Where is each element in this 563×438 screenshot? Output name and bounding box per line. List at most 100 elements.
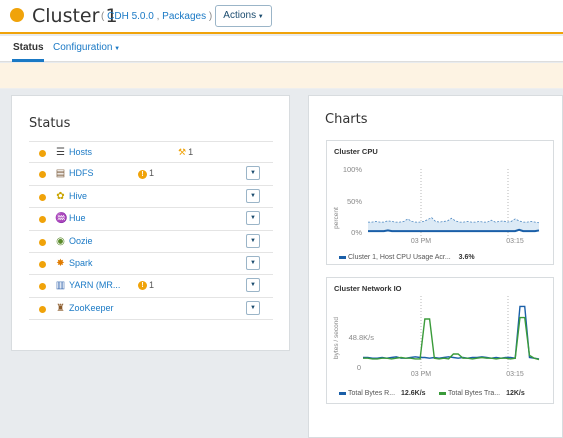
cpu-legend-item[interactable]: Cluster 1, Host CPU Usage Acr... 3.6% [339,254,475,261]
net-chart-title: Cluster Network IO [334,284,402,293]
hue-icon: ♒ [55,213,68,225]
cpu-legend-label: Cluster 1, Host CPU Usage Acr... [348,254,451,261]
cluster-header: Cluster 1 ( CDH 5.0.0 , Packages ) Actio… [0,0,563,34]
net-chart-plot: bytes / second 48.8K/s 0 03 PM 03:15 [333,296,540,378]
net-received-line [363,305,540,360]
service-status-dot [39,216,46,224]
service-status-dot [39,171,46,179]
service-name-link[interactable]: HDFS [69,168,94,179]
cpu-chart-title: Cluster CPU [334,147,378,156]
legend-swatch [339,391,346,395]
net-xtick-03pm: 03 PM [411,371,431,378]
caret-down-icon: ▼ [256,14,264,20]
service-table: ☰ Hosts ⚒ 1 ▤ HDFS! 1 ▼ ✿ Hive ▼ ♒ Hue ▼ ◉ Oozie ▼ ✸ Spark… [29,141,273,321]
health-count: 1 [149,280,155,291]
service-status-dot [39,150,46,157]
tab-status[interactable]: Status [13,42,44,53]
active-tab-indicator [12,59,44,62]
service-name-link[interactable]: Spark [69,257,93,268]
net-legend-label-transmitted: Total Bytes Tra... [448,390,501,397]
cpu-legend-value: 3.6% [458,254,475,261]
service-row: ☰ Hosts ⚒ 1 [29,141,273,164]
net-series-marks [363,305,540,361]
hosts-icon: ☰ [56,147,65,158]
cluster-cpu-chart[interactable]: Cluster CPU percent 100% 50% 0% 03 PM 03… [326,140,554,265]
cdh-version-link[interactable]: CDH 5.0.0 [107,11,154,22]
legend-swatch [339,255,346,259]
service-row: ✸ Spark ▼ [29,253,273,276]
actions-button[interactable]: Actions ▼ [215,5,272,27]
service-actions-dropdown[interactable]: ▼ [246,300,260,315]
actions-label: Actions [223,10,257,21]
service-actions-dropdown[interactable]: ▼ [246,211,260,226]
cpu-chart-plot: percent 100% 50% 0% 03 PM 03:15 [333,165,540,245]
service-row: ♒ Hue ▼ [29,208,273,231]
cpu-ytick-100: 100% [343,165,363,174]
service-actions-dropdown[interactable]: ▼ [246,166,260,181]
yarn-icon: ▥ [55,280,66,292]
net-legend-value-received: 12.6K/s [401,390,426,397]
net-legend-item-received[interactable]: Total Bytes R... 12.6K/s [339,390,426,397]
net-legend-value-transmitted: 12K/s [506,390,525,397]
notification-banner [0,63,563,89]
net-y-axis-label: bytes / second [333,317,340,359]
service-status-dot [39,305,46,313]
service-name-link[interactable]: Oozie [69,235,93,246]
service-actions-dropdown[interactable]: ▼ [246,255,260,270]
service-status-dot [39,193,46,201]
warning-icon: ! [138,169,147,179]
subtitle-separator: , [153,11,163,22]
hdfs-icon: ▤ [55,168,66,180]
service-name-link[interactable]: Hue [69,213,86,224]
warning-icon: ! [138,281,147,291]
health-count: 1 [149,168,155,179]
tab-bar: Status Configuration ▼ [0,36,563,62]
net-ytick-0: 0 [357,363,361,372]
service-row: ♜ ZooKeeper ▼ [29,298,273,321]
net-legend-label-received: Total Bytes R... [348,390,396,397]
subtitle-close-paren: ) [206,11,213,22]
cpu-ytick-50: 50% [347,197,362,206]
health-indicator[interactable]: ! 1 [138,280,155,291]
cpu-usage-line [368,228,540,233]
status-panel: Status ☰ Hosts ⚒ 1 ▤ HDFS! 1 ▼ ✿ Hive ▼ ♒ Hue ▼ ◉ Oozie… [11,95,290,351]
health-indicator[interactable]: ⚒ 1 [178,147,193,158]
tab-configuration-label: Configuration [53,42,113,53]
cluster-status-dot [10,8,24,22]
cpu-series-marks [368,217,540,233]
cluster-title: Cluster 1 [32,5,118,27]
charts-panel-title: Charts [325,112,368,127]
caret-down-icon: ▼ [112,46,121,52]
wrench-icon: ⚒ [178,148,187,158]
hive-icon: ✿ [56,190,65,202]
service-status-dot [39,260,46,268]
spark-icon: ✸ [56,257,65,269]
service-name-link[interactable]: Hive [69,190,88,201]
cpu-y-axis-label: percent [333,207,340,229]
service-name-link[interactable]: YARN (MR... [69,280,121,291]
net-legend-item-transmitted[interactable]: Total Bytes Tra... 12K/s [439,390,525,397]
tab-configuration[interactable]: Configuration ▼ [53,42,120,53]
service-actions-dropdown[interactable]: ▼ [246,188,260,203]
service-actions-dropdown[interactable]: ▼ [246,278,260,293]
service-row: ▤ HDFS! 1 ▼ [29,163,273,186]
service-row: ◉ Oozie ▼ [29,231,273,253]
subtitle-open-paren: ( [101,11,105,22]
cpu-max-line [368,217,540,224]
cpu-ytick-0: 0% [351,228,362,237]
oozie-icon: ◉ [56,235,65,247]
packaging-link[interactable]: Packages [162,11,207,22]
net-ytick-48k: 48.8K/s [349,333,375,342]
zookeeper-icon: ♜ [56,302,65,314]
charts-panel: Charts Cluster CPU percent 100% 50% 0% 0… [308,95,563,438]
service-actions-dropdown[interactable]: ▼ [246,233,260,248]
service-name-link[interactable]: ZooKeeper [69,302,114,313]
cluster-subtitle: ( CDH 5.0.0 , Packages ) [101,11,212,22]
net-transmitted-line [363,316,540,361]
service-name-link[interactable]: Hosts [69,147,93,157]
service-row: ✿ Hive ▼ [29,186,273,209]
cpu-xtick-03pm: 03 PM [411,238,431,245]
cluster-network-io-chart[interactable]: Cluster Network IO bytes / second 48.8K/… [326,277,554,404]
health-indicator[interactable]: ! 1 [138,168,155,179]
health-count: 1 [188,147,194,157]
